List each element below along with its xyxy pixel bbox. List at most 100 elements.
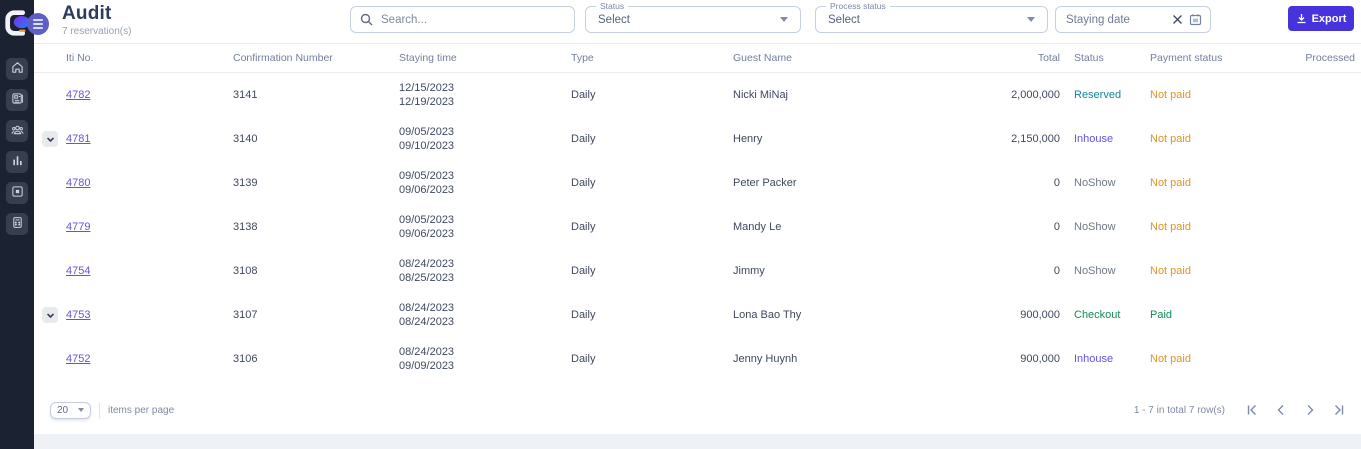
last-page-button[interactable]: [1332, 404, 1345, 417]
status-cell: Checkout: [1074, 309, 1121, 321]
type-cell: Daily: [571, 353, 596, 365]
status-select-value: Select: [598, 13, 630, 26]
sidebar-nav: [6, 58, 28, 235]
export-button[interactable]: Export: [1288, 6, 1354, 31]
sidebar-item-reports[interactable]: [6, 151, 28, 173]
stay-start-date: 12/15/2023: [399, 82, 455, 94]
stay-end-date: 12/19/2023: [399, 96, 455, 108]
calendar-button[interactable]: [1189, 13, 1202, 26]
table-row: 4779 3138 09/05/2023 09/06/2023 Daily Ma…: [34, 205, 1361, 249]
iti-link[interactable]: 4752: [66, 353, 91, 365]
stay-start-date: 09/05/2023: [399, 170, 455, 182]
status-select-label: Status: [596, 2, 629, 11]
iti-link[interactable]: 4753: [66, 309, 91, 321]
sidebar-item-guests[interactable]: [6, 120, 28, 142]
reservations-icon: [11, 92, 24, 108]
search-input[interactable]: [381, 13, 565, 26]
payment-status-cell: Not paid: [1150, 265, 1191, 277]
column-header-payment-status: Payment status: [1150, 52, 1223, 64]
status-select[interactable]: Status Select: [585, 2, 801, 33]
column-header-total: Total: [1037, 52, 1060, 64]
previous-page-button[interactable]: [1274, 404, 1287, 417]
sidebar-item-reservations[interactable]: [6, 89, 28, 111]
process-status-select[interactable]: Process status Select: [815, 2, 1048, 33]
row-expander-button[interactable]: [42, 307, 58, 323]
confirmation-cell: 3106: [233, 353, 258, 365]
table-row: 4781 3140 09/05/2023 09/10/2023 Daily He…: [34, 117, 1361, 161]
table-row: 4754 3108 08/24/2023 08/25/2023 Daily Ji…: [34, 249, 1361, 293]
bottom-bar: [34, 434, 1361, 449]
chevron-down-icon: [46, 311, 55, 320]
last-page-icon: [1333, 404, 1345, 416]
sidebar-item-accounting[interactable]: [6, 213, 28, 235]
stay-start-date: 08/24/2023: [399, 346, 455, 358]
sidebar-item-home[interactable]: [6, 58, 28, 80]
pagination-controls: [1245, 404, 1345, 417]
total-cell: 900,000: [1020, 309, 1060, 321]
confirmation-cell: 3138: [233, 221, 258, 233]
staying-date-input[interactable]: [1066, 13, 1166, 26]
total-cell: 900,000: [1020, 353, 1060, 365]
next-page-button[interactable]: [1303, 404, 1316, 417]
total-cell: 0: [1053, 221, 1060, 233]
page-header: Audit 7 reservation(s) Status Select Pro…: [34, 0, 1361, 44]
iti-link[interactable]: 4781: [66, 133, 91, 145]
reservation-count: 7 reservation(s): [62, 26, 132, 37]
stay-start-date: 08/24/2023: [399, 302, 455, 314]
column-header-staying-time: Staying time: [399, 52, 457, 64]
process-status-select-label: Process status: [826, 2, 890, 11]
divider: [99, 402, 100, 418]
iti-link[interactable]: 4780: [66, 177, 91, 189]
stay-end-date: 09/09/2023: [399, 360, 455, 372]
total-cell: 0: [1053, 177, 1060, 189]
type-cell: Daily: [571, 221, 596, 233]
guest-name-cell: Mandy Le: [733, 221, 782, 233]
payment-status-cell: Not paid: [1150, 133, 1191, 145]
column-header-iti-no: Iti No.: [66, 52, 94, 64]
reservations-table: Iti No. Confirmation Number Staying time…: [34, 44, 1361, 381]
download-icon: [1296, 13, 1307, 24]
guest-name-cell: Lona Bao Thy: [733, 309, 802, 321]
reports-icon: [11, 154, 24, 170]
guest-name-cell: Jimmy: [733, 265, 765, 277]
column-header-guest-name: Guest Name: [733, 52, 792, 64]
status-cell: Reserved: [1074, 89, 1122, 101]
iti-link[interactable]: 4754: [66, 265, 91, 277]
table-row: 4782 3141 12/15/2023 12/19/2023 Daily Ni…: [34, 73, 1361, 117]
stay-end-date: 08/25/2023: [399, 272, 455, 284]
iti-link[interactable]: 4782: [66, 89, 91, 101]
payment-status-cell: Paid: [1150, 309, 1173, 321]
guest-name-cell: Henry: [733, 133, 763, 145]
column-header-processed: Processed: [1305, 52, 1355, 64]
sidebar-item-rooms[interactable]: [6, 182, 28, 204]
staying-time-cell: 08/24/2023 08/24/2023: [399, 301, 571, 329]
confirmation-cell: 3139: [233, 177, 258, 189]
table-header-row: Iti No. Confirmation Number Staying time…: [34, 44, 1361, 73]
clear-date-button[interactable]: [1172, 14, 1183, 25]
payment-status-cell: Not paid: [1150, 221, 1191, 233]
process-status-select-value: Select: [828, 13, 860, 26]
table-footer: 20 items per page 1 - 7 in total 7 row(s…: [34, 394, 1361, 426]
page-size-select[interactable]: 20: [50, 401, 91, 419]
export-button-label: Export: [1311, 12, 1347, 25]
payment-status-cell: Not paid: [1150, 177, 1191, 189]
staying-time-cell: 09/05/2023 09/10/2023: [399, 125, 571, 153]
status-cell: NoShow: [1074, 177, 1116, 189]
app-logo: [3, 8, 33, 40]
items-per-page-label: items per page: [108, 404, 175, 416]
row-expander-button[interactable]: [42, 131, 58, 147]
chevron-down-icon: [1027, 17, 1035, 22]
close-icon: [1172, 14, 1183, 25]
first-page-button[interactable]: [1245, 404, 1258, 417]
staying-time-cell: 12/15/2023 12/19/2023: [399, 81, 571, 109]
iti-link[interactable]: 4779: [66, 221, 91, 233]
staying-time-cell: 09/05/2023 09/06/2023: [399, 169, 571, 197]
table-body: 4782 3141 12/15/2023 12/19/2023 Daily Ni…: [34, 73, 1361, 381]
payment-status-cell: Not paid: [1150, 353, 1191, 365]
type-cell: Daily: [571, 265, 596, 277]
guest-name-cell: Nicki MiNaj: [733, 89, 788, 101]
page-size-value: 20: [57, 404, 69, 416]
status-cell: Inhouse: [1074, 353, 1114, 365]
status-cell: NoShow: [1074, 265, 1116, 277]
sidebar-toggle-button[interactable]: [27, 13, 49, 35]
